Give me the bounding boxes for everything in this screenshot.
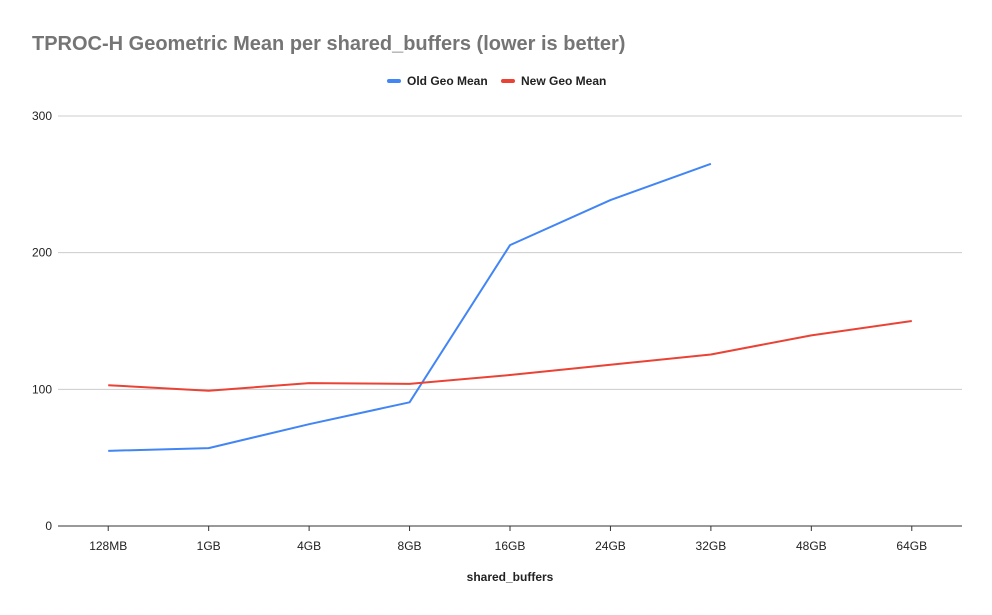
legend-label: Old Geo Mean: [407, 74, 488, 88]
y-tick-label: 100: [32, 382, 52, 396]
y-tick-label: 200: [32, 246, 52, 260]
y-tick-label: 300: [32, 109, 52, 123]
series-line-0: [108, 162, 712, 452]
x-tick-label: 4GB: [297, 539, 321, 553]
x-axis-label: shared_buffers: [467, 570, 554, 584]
chart-title: TPROC-H Geometric Mean per shared_buffer…: [32, 33, 625, 55]
series-lines: [108, 162, 912, 452]
y-tick-label: 0: [45, 519, 52, 533]
x-tick-label: 32GB: [696, 539, 727, 553]
series-line-1: [108, 320, 912, 392]
x-tick-label: 64GB: [896, 539, 927, 553]
x-axis-ticks: 128MB 1GB 4GB 8GB 16GB 24GB 32GB 48GB 64GB: [89, 526, 927, 553]
legend: Old Geo Mean New Geo Mean: [387, 74, 606, 88]
x-tick-label: 24GB: [595, 539, 626, 553]
legend-label: New Geo Mean: [521, 74, 606, 88]
legend-swatch: [387, 79, 401, 83]
y-axis-ticks: 0 100 200 300: [32, 109, 52, 533]
x-tick-label: 8GB: [398, 539, 422, 553]
gridlines: [58, 115, 962, 527]
legend-swatch: [501, 79, 515, 83]
x-tick-label: 16GB: [495, 539, 526, 553]
x-tick-label: 128MB: [89, 539, 127, 553]
x-tick-label: 1GB: [197, 539, 221, 553]
x-tick-label: 48GB: [796, 539, 827, 553]
